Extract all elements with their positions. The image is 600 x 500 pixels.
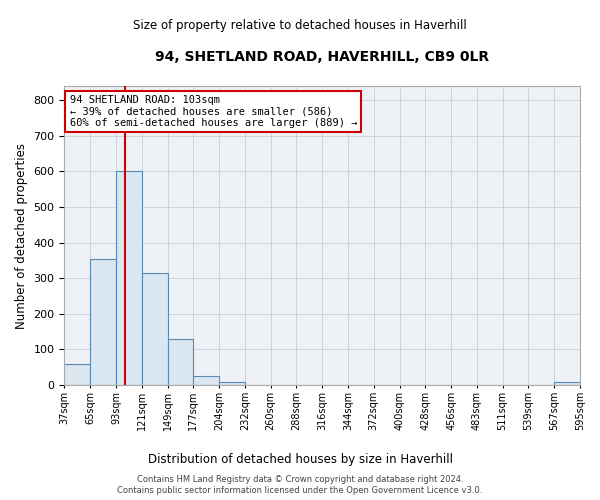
Bar: [90, 258, 116, 385]
Text: Contains HM Land Registry data © Crown copyright and database right 2024.: Contains HM Land Registry data © Crown c…: [137, 475, 463, 484]
Bar: [167, 339, 193, 385]
Bar: [142, 273, 167, 385]
Text: Size of property relative to detached houses in Haverhill: Size of property relative to detached ho…: [133, 20, 467, 32]
Text: Contains public sector information licensed under the Open Government Licence v3: Contains public sector information licen…: [118, 486, 482, 495]
Text: 94 SHETLAND ROAD: 103sqm
← 39% of detached houses are smaller (586)
60% of semi-: 94 SHETLAND ROAD: 103sqm ← 39% of detach…: [70, 95, 357, 128]
Text: Distribution of detached houses by size in Haverhill: Distribution of detached houses by size …: [148, 452, 452, 466]
Bar: [554, 382, 580, 385]
Bar: [219, 382, 245, 385]
Y-axis label: Number of detached properties: Number of detached properties: [15, 142, 28, 328]
Bar: [193, 376, 219, 385]
Title: 94, SHETLAND ROAD, HAVERHILL, CB9 0LR: 94, SHETLAND ROAD, HAVERHILL, CB9 0LR: [155, 50, 489, 64]
Bar: [64, 364, 90, 385]
Bar: [116, 172, 142, 385]
